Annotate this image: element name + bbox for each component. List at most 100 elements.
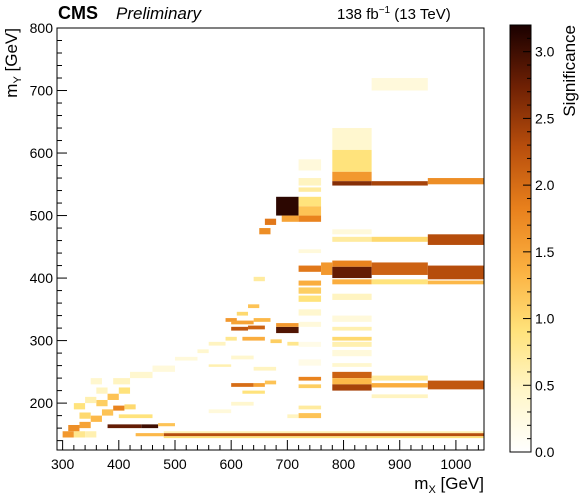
heatmap-cell-56 xyxy=(298,249,322,254)
heatmap-cell-98 xyxy=(427,380,484,390)
heatmap-cell-57 xyxy=(298,265,322,272)
heatmap-cell-95 xyxy=(371,375,428,381)
heatmap-cells xyxy=(62,78,484,439)
heatmap-cell-52 xyxy=(298,196,322,207)
heatmap-cell-110 xyxy=(231,355,254,360)
y-axis-title: mY [GeV] xyxy=(2,28,24,98)
heatmap-cell-68 xyxy=(298,359,322,366)
luminosity-label: 138 fb−1 (13 TeV) xyxy=(337,5,451,23)
heatmap-cell-93 xyxy=(332,371,372,379)
heatmap-cell-64 xyxy=(298,376,322,381)
heatmap-cell-49 xyxy=(281,215,299,222)
heatmap-cell-2 xyxy=(85,431,97,438)
heatmap-cell-92 xyxy=(332,349,372,357)
heatmap-cell-4 xyxy=(79,421,91,429)
y-tick-label-800: 800 xyxy=(30,20,54,36)
colorbar-tick-label-4: 2.0 xyxy=(535,177,555,193)
heatmap-cell-10 xyxy=(96,399,108,407)
heatmap-cell-38 xyxy=(276,326,299,334)
preliminary-label: Preliminary xyxy=(116,4,203,23)
heatmap-cell-62 xyxy=(298,309,322,316)
heatmap-cell-26 xyxy=(208,341,226,346)
heatmap-cell-1 xyxy=(73,431,86,438)
heatmap-cell-59 xyxy=(298,280,322,286)
heatmap-cell-51 xyxy=(298,206,322,216)
heatmap-cell-24 xyxy=(174,356,198,361)
y-axis: 200 300 400 500 600 700 800 xyxy=(30,20,67,442)
y-axis-title-unit: [GeV] xyxy=(2,28,21,76)
heatmap-cell-44 xyxy=(231,383,254,387)
heatmap-cell-60 xyxy=(298,287,322,294)
y-axis-title-m: m xyxy=(2,84,21,98)
x-tick-label-700: 700 xyxy=(276,456,300,472)
x-tick-label-400: 400 xyxy=(107,456,131,472)
heatmap-cell-102 xyxy=(163,433,484,437)
heatmap-cell-35 xyxy=(248,325,265,330)
heatmap-cell-75 xyxy=(427,178,484,185)
heatmap-cell-54 xyxy=(298,178,322,186)
heatmap-cell-28 xyxy=(236,311,249,316)
y-tick-label-600: 600 xyxy=(30,145,54,161)
x-tick-label-1000: 1000 xyxy=(440,456,471,472)
heatmap-cell-88 xyxy=(332,315,372,322)
heatmap-cell-103 xyxy=(163,436,484,439)
y-tick-label-500: 500 xyxy=(30,208,54,224)
heatmap-cell-83 xyxy=(427,265,484,280)
heatmap-cell-14 xyxy=(96,387,108,394)
heatmap-cell-43 xyxy=(208,364,232,367)
heatmap-cell-8 xyxy=(124,404,136,410)
heatmap-cell-84 xyxy=(332,279,372,285)
heatmap-cell-73 xyxy=(332,181,372,186)
heatmap-cell-109 xyxy=(253,366,277,371)
heatmap-cell-74 xyxy=(371,181,428,186)
heatmap-cell-31 xyxy=(264,218,277,225)
colorbar-tick-label-5: 2.5 xyxy=(535,110,555,126)
heatmap-cell-81 xyxy=(332,266,372,279)
heatmap-cell-55 xyxy=(298,159,322,171)
colorbar-tick-label-0: 0.0 xyxy=(535,444,555,460)
heatmap-cell-90 xyxy=(332,336,372,341)
heatmap-cell-7 xyxy=(113,405,125,411)
heatmap-cell-23 xyxy=(90,378,102,385)
heatmap-cell-6 xyxy=(101,409,114,416)
heatmap-cell-53 xyxy=(298,187,322,192)
y-tick-label-300: 300 xyxy=(30,333,54,349)
heatmap-cell-15 xyxy=(113,378,131,385)
heatmap-cell-37 xyxy=(253,318,271,322)
heatmap-cell-100 xyxy=(371,78,428,91)
heatmap-cell-20 xyxy=(158,423,175,427)
heatmap-cell-89 xyxy=(332,326,372,331)
heatmap-cell-18 xyxy=(107,424,142,429)
heatmap-cell-66 xyxy=(298,405,322,410)
heatmap-cell-79 xyxy=(427,234,484,245)
heatmap-cell-42 xyxy=(242,336,265,341)
colorbar-tick-label-1: 0.5 xyxy=(535,377,555,393)
heatmap-cell-13 xyxy=(85,396,97,404)
heatmap-cell-96 xyxy=(332,384,372,391)
colorbar-tick-label-6: 3.0 xyxy=(535,44,555,60)
x-axis: 300 400 500 600 700 800 900 1000 xyxy=(51,440,479,472)
x-axis-title-unit: [GeV] xyxy=(436,474,484,493)
heatmap-cell-65 xyxy=(298,384,322,389)
heatmap-cell-80 xyxy=(332,260,372,267)
heatmap-cell-17 xyxy=(152,365,175,372)
heatmap-cell-12 xyxy=(118,387,131,394)
heatmap-cell-67 xyxy=(298,413,322,419)
heatmap-cell-19 xyxy=(141,424,159,429)
heatmap-cell-82 xyxy=(371,262,428,275)
heatmap-cell-41 xyxy=(287,341,299,346)
luminosity-exponent: −1 xyxy=(379,5,391,16)
heatmap-cell-36 xyxy=(231,320,254,325)
heatmap-cell-63 xyxy=(298,321,322,327)
heatmap-cell-77 xyxy=(332,236,372,242)
plot-frame xyxy=(56,27,485,451)
heatmap-cell-69 xyxy=(298,341,322,347)
heatmap-cell-72 xyxy=(332,171,372,182)
heatmap-cell-86 xyxy=(427,280,484,285)
x-tick-label-800: 800 xyxy=(332,456,356,472)
heatmap-cell-61 xyxy=(298,295,322,302)
colorbar-axis: 0.0 0.5 1.0 1.5 2.0 2.5 3.0 xyxy=(523,37,555,460)
heatmap-cell-105 xyxy=(135,433,164,437)
colorbar-title: Significance xyxy=(560,25,579,117)
